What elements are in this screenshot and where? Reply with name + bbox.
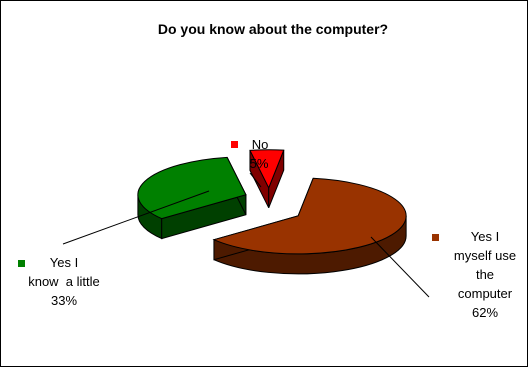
leader-line-yes-use: [370, 236, 430, 298]
slice-top: [212, 177, 407, 255]
label-line: know a little: [28, 274, 100, 289]
pie-slice: [249, 149, 285, 209]
leader-lines: [62, 172, 430, 298]
leader-line-no: [249, 172, 262, 188]
slice-top: [249, 149, 285, 190]
percent-label: 5%: [250, 156, 269, 171]
label-line: the: [476, 267, 494, 282]
label-line: No: [252, 137, 269, 152]
label-line: Yes I: [50, 255, 78, 270]
chart-title: Do you know about the computer?: [158, 21, 388, 37]
percent-label: 33%: [51, 293, 77, 308]
label-line: Yes I: [471, 229, 499, 244]
slice-top: [137, 156, 247, 220]
data-label-yes-use: Yes I myself use the computer 62%: [432, 229, 516, 320]
label-marker-yes-use: [432, 234, 439, 241]
pie-slices: [137, 149, 407, 275]
label-marker-no: [231, 141, 238, 148]
pie-slice: [137, 156, 247, 240]
pie-slice: [212, 177, 407, 275]
percent-label: 62%: [472, 305, 498, 320]
label-line: myself use: [454, 248, 516, 263]
label-line: computer: [458, 286, 513, 301]
data-label-no: No 5%: [231, 137, 269, 171]
label-marker-yes-little: [18, 260, 25, 267]
data-label-yes-little: Yes I know a little 33%: [18, 255, 100, 308]
leader-line-yes-little: [62, 190, 210, 245]
